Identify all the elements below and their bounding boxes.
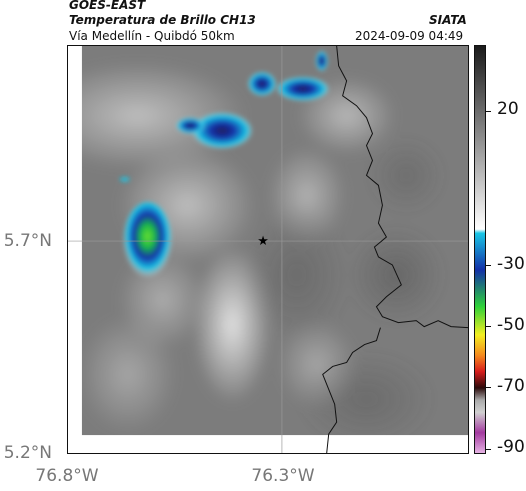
lat-tick-5-2: 5.2°N bbox=[3, 443, 52, 463]
lon-tick-76-3: 76.3°W bbox=[251, 466, 315, 486]
colorbar-label: 20 bbox=[497, 99, 519, 119]
product-label: GOES-EAST bbox=[69, 0, 146, 12]
colorbar-tick-mark bbox=[486, 111, 491, 112]
location-star-icon: ★ bbox=[257, 234, 269, 249]
convective-cells bbox=[119, 50, 329, 278]
timestamp-label: 2024-09-09 04:49 bbox=[355, 29, 464, 43]
colorbar-tick-mark bbox=[486, 265, 491, 266]
no-data-bottom bbox=[68, 435, 468, 453]
map-title: Temperatura de Brillo CH13 bbox=[69, 13, 256, 27]
colorbar-label: -70 bbox=[497, 376, 525, 396]
lon-tick-76-8: 76.8°W bbox=[35, 466, 99, 486]
temperature-colorbar bbox=[474, 45, 486, 454]
department-boundary bbox=[336, 46, 468, 329]
colorbar-tick-mark bbox=[486, 449, 491, 450]
map-subtitle: Vía Medellín - Quibdó 50km bbox=[69, 29, 235, 43]
colorbar-label: -90 bbox=[497, 437, 525, 457]
lat-tick-5-7: 5.7°N bbox=[3, 231, 52, 251]
colorbar-tick-mark bbox=[486, 326, 491, 327]
no-data-left bbox=[68, 46, 82, 453]
agency-label: SIATA bbox=[429, 13, 467, 27]
colorbar-label: -50 bbox=[497, 315, 525, 335]
satellite-map[interactable]: ★ bbox=[67, 45, 469, 454]
map-canvas: ★ bbox=[68, 46, 468, 453]
municipal-boundary bbox=[322, 327, 381, 453]
colorbar-label: -30 bbox=[497, 254, 525, 274]
colorbar-tick-mark bbox=[486, 387, 491, 388]
